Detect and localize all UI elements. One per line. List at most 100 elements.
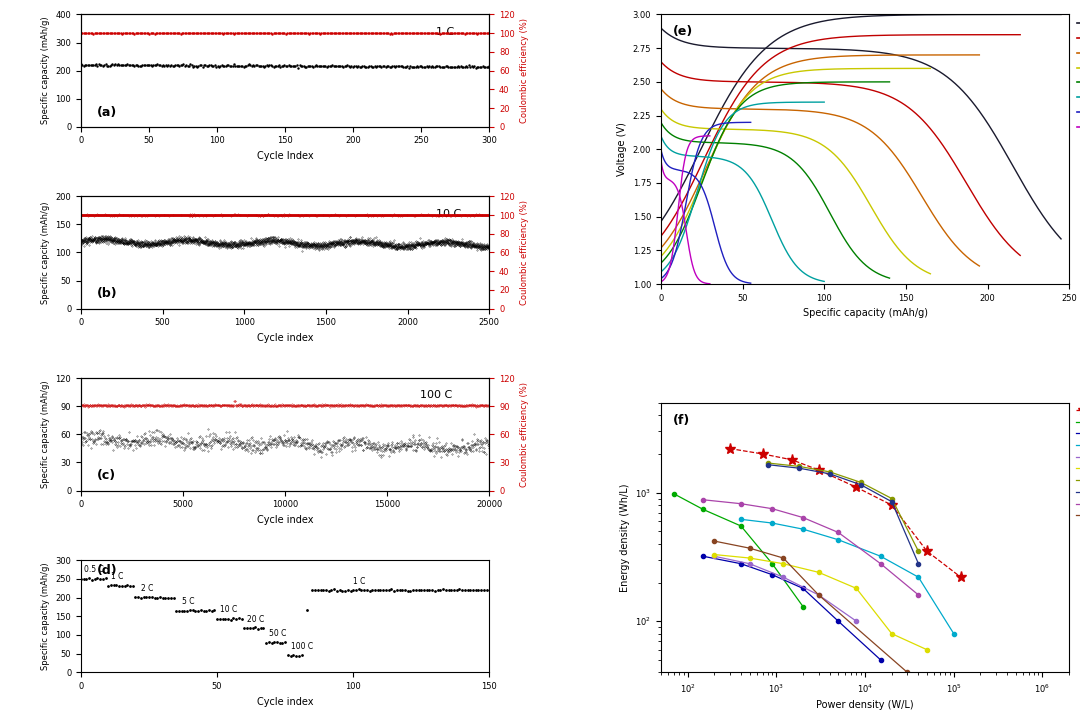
T-Nb₂O₅ (∼ 5 μm)[34] <box>777 554 789 562</box>
Nb₁₈W₈O₆₉ (∼ 5 μm)[23] <box>832 528 845 536</box>
Li₄Ti₅O₁₂@C (100 nm)[32] <box>743 554 756 562</box>
Line: NiNb₂O₆ (∼ 1 μm): NiNb₂O₆ (∼ 1 μm) <box>725 443 967 583</box>
Y-axis label: Coulombic efficiency (%): Coulombic efficiency (%) <box>521 18 529 123</box>
Li₄Ti₅O₁₂@C (100 nm)[32] <box>850 584 863 593</box>
Li₄Ti₅O₁₂ (100 nm)[32] <box>777 573 789 581</box>
Nb₁₈W₈O₆₉ (∼ 5 μm)[23] <box>734 500 747 508</box>
Y-axis label: Voltage (V): Voltage (V) <box>617 122 627 176</box>
Y-axis label: Specific capacity (mAh/g): Specific capacity (mAh/g) <box>41 17 50 124</box>
Graphite (6-44 μm)[29] <box>667 489 680 498</box>
Nb₁₈W₈O₆₉ (∼ 5 μm)[23] <box>766 505 779 513</box>
Line: Nb₁₄W₃O₅₅ (∼ 5 μm)[17]: Nb₁₄W₃O₅₅ (∼ 5 μm)[17] <box>766 461 920 553</box>
Y-axis label: Coulombic efficiency (%): Coulombic efficiency (%) <box>521 382 529 487</box>
T-Nb₂O₅ (15 nm)[21] <box>797 525 810 534</box>
Text: (b): (b) <box>97 287 118 300</box>
Li₄Ti₅O₁₂ (100 nm)[32] <box>707 552 720 560</box>
Y-axis label: Specific capcity (mAh/g): Specific capcity (mAh/g) <box>41 201 50 304</box>
TiO₂ (B) (5 nm)[30] <box>874 656 887 664</box>
Nb₁₄W₃O₅₅ (∼ 5 μm)[17] <box>823 468 836 476</box>
Graphite (6-44 μm)[29] <box>797 602 810 611</box>
NiNb₂O₆ (∼ 1 μm) <box>955 573 968 581</box>
TiO₂ (B) (5 nm)[30] <box>697 552 710 560</box>
T-Nb₂O₅ (15 nm)[21] <box>734 515 747 523</box>
Y-axis label: Specific capacity (mAh/g): Specific capacity (mAh/g) <box>41 562 50 670</box>
Nb₁₄W₃O₅₅ (∼ 5 μm)[17] <box>886 495 899 503</box>
Nb₁₈W₈O₆₉ (∼ 5 μm)[23] <box>697 495 710 504</box>
Text: 1 C: 1 C <box>111 572 123 581</box>
Li₄Ti₅O₁₂@C (100 nm)[32] <box>812 568 825 577</box>
X-axis label: Specific capacity (mAh/g): Specific capacity (mAh/g) <box>802 309 928 318</box>
Text: 2 C: 2 C <box>140 584 153 593</box>
Nb₁₆W₅O₅₆ (∼ 5 μm)[17] <box>823 469 836 478</box>
Graphite (6-44 μm)[29] <box>734 522 747 531</box>
Li₄Ti₅O₁₂@C (100 nm)[32] <box>920 646 933 654</box>
TiO₂ (B) (5 nm)[30] <box>734 560 747 568</box>
Li₄Ti₅O₁₂@C (100 nm)[32] <box>707 550 720 559</box>
NiNb₂O₆ (∼ 1 μm) <box>756 450 769 458</box>
X-axis label: Cycle index: Cycle index <box>257 333 313 343</box>
Text: 20 C: 20 C <box>247 615 265 624</box>
Text: 0.5 C: 0.5 C <box>84 565 104 574</box>
Text: 5 C: 5 C <box>181 597 194 606</box>
X-axis label: Cycle Index: Cycle Index <box>257 151 313 161</box>
Text: (f): (f) <box>673 414 690 427</box>
Line: T-Nb₂O₅ (∼ 5 μm)[34]: T-Nb₂O₅ (∼ 5 μm)[34] <box>712 539 909 675</box>
Graphite (6-44 μm)[29] <box>697 505 710 514</box>
NiNb₂O₆ (∼ 1 μm) <box>785 455 798 464</box>
Text: 100 C: 100 C <box>420 390 453 401</box>
Nb₁₈W₈O₆₉ (∼ 5 μm)[23] <box>912 591 924 599</box>
Line: T-Nb₂O₅ (15 nm)[21]: T-Nb₂O₅ (15 nm)[21] <box>739 517 956 636</box>
Legend: 0.5 C, 1 C, 2 C, 5 C, 10 C, 20 C, 50 C, 100 C: 0.5 C, 1 C, 2 C, 5 C, 10 C, 20 C, 50 C, … <box>1074 14 1080 136</box>
TiO₂ (B) (5 nm)[30] <box>766 570 779 579</box>
Text: 10 C: 10 C <box>436 208 461 218</box>
Li₄Ti₅O₁₂@C (100 nm)[32] <box>886 629 899 638</box>
T-Nb₂O₅ (15 nm)[21] <box>947 629 960 638</box>
NiNb₂O₆ (∼ 1 μm) <box>724 444 737 453</box>
NiNb₂O₆ (∼ 1 μm) <box>886 501 899 510</box>
Line: Li₄Ti₅O₁₂ (100 nm)[32]: Li₄Ti₅O₁₂ (100 nm)[32] <box>712 554 859 623</box>
Line: Graphite (6-44 μm)[29]: Graphite (6-44 μm)[29] <box>672 492 805 609</box>
Li₄Ti₅O₁₂ (100 nm)[32] <box>850 617 863 625</box>
NiNb₂O₆ (∼ 1 μm) <box>850 483 863 492</box>
Line: TiO₂ (B) (5 nm)[30]: TiO₂ (B) (5 nm)[30] <box>701 554 882 662</box>
Graphite (6-44 μm)[29] <box>766 560 779 568</box>
Li₄Ti₅O₁₂ (100 nm)[32] <box>743 560 756 568</box>
T-Nb₂O₅ (∼ 5 μm)[34] <box>901 668 914 677</box>
Text: (a): (a) <box>97 106 118 119</box>
Nb₁₈W₈O₆₉ (∼ 5 μm)[23] <box>874 560 887 568</box>
T-Nb₂O₅ (15 nm)[21] <box>766 518 779 527</box>
X-axis label: Cycle index: Cycle index <box>257 697 313 706</box>
Text: (e): (e) <box>673 25 693 38</box>
Text: (d): (d) <box>97 564 118 576</box>
Li₄Ti₅O₁₂ (100 nm)[32] <box>812 591 825 599</box>
Text: 1 C: 1 C <box>436 27 455 37</box>
T-Nb₂O₅ (∼ 5 μm)[34] <box>707 536 720 545</box>
Li₄Ti₅O₁₂@C (100 nm)[32] <box>777 560 789 568</box>
T-Nb₂O₅ (15 nm)[21] <box>832 536 845 544</box>
Nb₁₄W₃O₅₅ (∼ 5 μm)[17] <box>761 458 774 467</box>
Nb₁₄W₃O₅₅ (∼ 5 μm)[17] <box>912 547 924 555</box>
Text: 10 C: 10 C <box>220 605 238 615</box>
TiO₂ (B) (5 nm)[30] <box>797 584 810 593</box>
Line: Li₄Ti₅O₁₂@C (100 nm)[32]: Li₄Ti₅O₁₂@C (100 nm)[32] <box>712 552 929 652</box>
Line: Nb₁₈W₈O₆₉ (∼ 5 μm)[23]: Nb₁₈W₈O₆₉ (∼ 5 μm)[23] <box>701 497 920 597</box>
T-Nb₂O₅ (15 nm)[21] <box>912 573 924 581</box>
Text: (c): (c) <box>97 469 117 482</box>
T-Nb₂O₅ (15 nm)[21] <box>874 552 887 560</box>
Text: 100 C: 100 C <box>291 642 313 651</box>
Text: 1 C: 1 C <box>353 576 366 586</box>
NiNb₂O₆ (∼ 1 μm) <box>812 466 825 474</box>
Y-axis label: Coulombic efficiency (%): Coulombic efficiency (%) <box>521 200 529 305</box>
Nb₁₆W₅O₅₆ (∼ 5 μm)[17] <box>854 481 867 489</box>
T-Nb₂O₅ (∼ 5 μm)[34] <box>743 544 756 552</box>
X-axis label: Power density (W/L): Power density (W/L) <box>816 700 914 710</box>
Text: 50 C: 50 C <box>269 629 286 638</box>
Nb₁₆W₅O₅₆ (∼ 5 μm)[17] <box>912 560 924 568</box>
Nb₁₆W₅O₅₆ (∼ 5 μm)[17] <box>793 464 806 473</box>
Nb₁₄W₃O₅₅ (∼ 5 μm)[17] <box>793 462 806 471</box>
X-axis label: Cycle index: Cycle index <box>257 515 313 525</box>
TiO₂ (B) (5 nm)[30] <box>832 617 845 625</box>
NiNb₂O₆ (∼ 1 μm) <box>920 547 933 555</box>
Line: Nb₁₆W₅O₅₆ (∼ 5 μm)[17]: Nb₁₆W₅O₅₆ (∼ 5 μm)[17] <box>766 463 920 566</box>
T-Nb₂O₅ (∼ 5 μm)[34] <box>812 591 825 599</box>
